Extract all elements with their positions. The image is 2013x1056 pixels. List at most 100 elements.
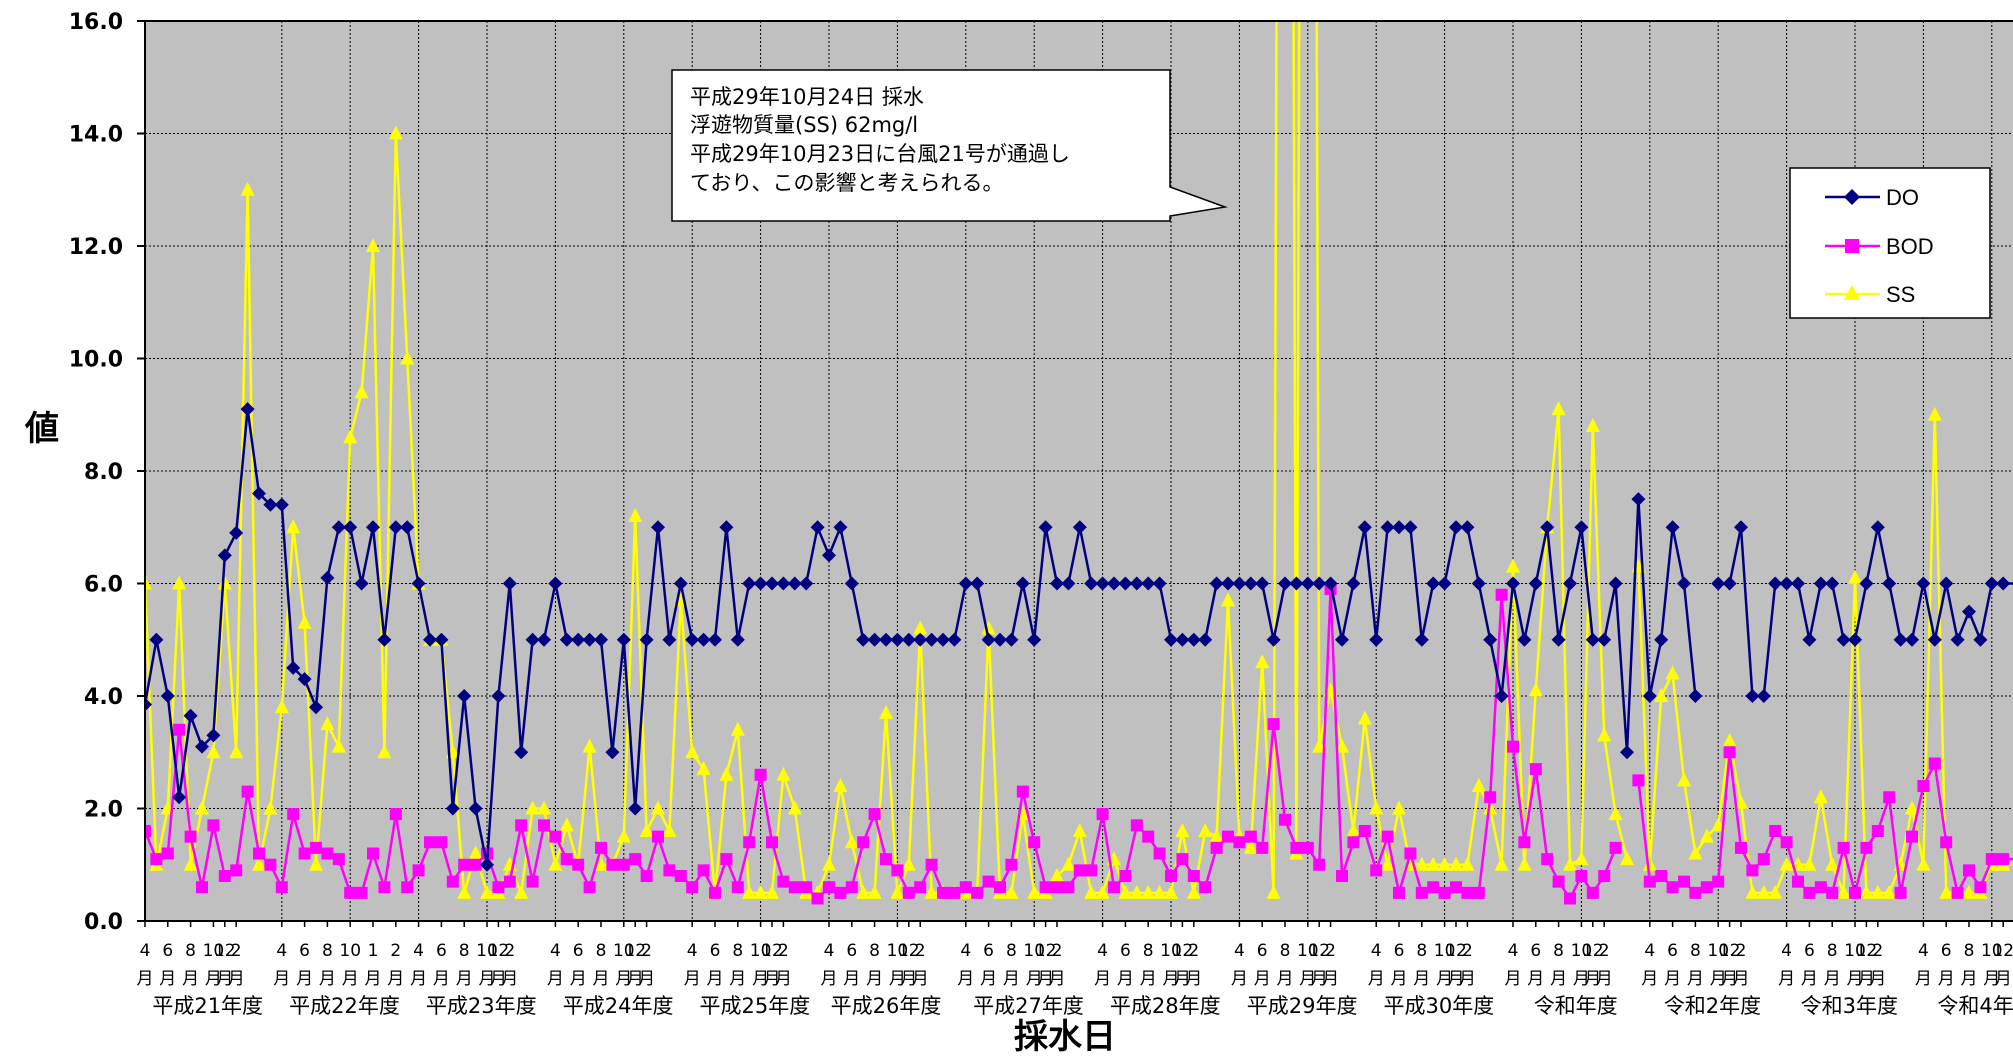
- data-point-bod: [971, 886, 984, 899]
- data-point-ss: [1528, 682, 1543, 697]
- x-tick-month-unit: 月: [273, 969, 290, 989]
- data-point-bod: [1997, 853, 2010, 866]
- x-tick-month: 6: [710, 941, 721, 961]
- x-tick-month: 10: [339, 941, 361, 961]
- x-tick-month-unit: 月: [1003, 969, 1020, 989]
- data-point-bod: [435, 836, 448, 849]
- data-point-do: [537, 632, 551, 647]
- fiscal-year-label: 平成29年度: [1247, 994, 1358, 1018]
- data-point-ss: [1027, 884, 1042, 899]
- x-tick-month-unit: 月: [1596, 969, 1613, 989]
- data-point-bod: [1301, 841, 1314, 854]
- data-point-ss: [206, 744, 221, 759]
- x-tick-month-unit: 月: [1049, 969, 1066, 989]
- data-point-do: [183, 708, 198, 723]
- data-point-do: [822, 548, 836, 563]
- data-point-do: [1722, 576, 1737, 591]
- x-tick-month-unit: 月: [866, 969, 883, 989]
- data-point-ss: [320, 716, 335, 731]
- data-point-do: [423, 632, 437, 647]
- data-point-bod: [526, 875, 539, 888]
- x-tick-month: 6: [1120, 941, 1131, 961]
- data-point-ss: [366, 238, 380, 252]
- data-point-bod: [606, 858, 619, 871]
- data-point-ss: [1768, 884, 1783, 899]
- data-point-do: [1950, 632, 1965, 647]
- data-point-do: [1186, 632, 1201, 647]
- data-point-bod: [1176, 853, 1189, 866]
- data-point-do: [1209, 576, 1224, 591]
- data-point-bod: [145, 825, 151, 837]
- data-point-bod: [1472, 886, 1485, 899]
- data-point-bod: [572, 858, 585, 871]
- data-point-ss: [1209, 828, 1224, 843]
- data-point-ss: [195, 800, 209, 815]
- data-point-ss: [1335, 738, 1349, 753]
- data-point-do: [1118, 576, 1133, 591]
- x-tick-month-unit: 月: [1413, 969, 1430, 989]
- x-tick-month: 4: [550, 941, 561, 961]
- data-point-bod: [1199, 881, 1212, 894]
- data-point-do: [206, 728, 221, 743]
- data-point-do: [970, 576, 985, 591]
- data-point-do: [1312, 576, 1327, 591]
- fiscal-year-label: 平成27年度: [973, 994, 1084, 1018]
- x-tick-month: 8: [1553, 941, 1564, 961]
- x-tick-month-unit: 月: [1254, 969, 1271, 989]
- data-point-do: [1540, 520, 1555, 535]
- data-point-bod: [321, 847, 334, 860]
- data-point-ss: [924, 884, 939, 899]
- x-tick-month-unit: 月: [707, 969, 724, 989]
- data-point-do: [1129, 576, 1144, 591]
- data-point-ss: [879, 704, 893, 719]
- data-point-do: [1164, 632, 1178, 647]
- data-point-do: [514, 745, 529, 760]
- data-point-bod: [1757, 853, 1770, 866]
- data-point-do: [673, 576, 688, 591]
- x-tick-month: 12: [488, 941, 510, 961]
- data-point-do: [1289, 576, 1304, 591]
- data-point-bod: [800, 881, 813, 894]
- data-point-bod: [1028, 836, 1041, 849]
- data-point-ss: [856, 884, 871, 899]
- data-point-do: [548, 576, 563, 591]
- data-point-ss: [1870, 884, 1885, 899]
- data-point-ss: [1061, 856, 1076, 871]
- x-tick-month-unit: 月: [1995, 969, 2012, 989]
- x-tick-month-unit: 月: [1391, 969, 1408, 989]
- y-tick-label: 4.0: [84, 685, 123, 710]
- x-tick-month-unit: 月: [1459, 969, 1476, 989]
- data-point-do: [1414, 632, 1429, 647]
- data-point-do: [343, 520, 358, 535]
- x-tick-month-unit: 月: [1163, 969, 1180, 989]
- x-tick-month: 4: [1918, 941, 1929, 961]
- data-point-do: [468, 801, 483, 816]
- data-point-bod: [378, 881, 391, 894]
- data-point-do: [559, 632, 574, 647]
- x-tick-month: 8: [869, 941, 880, 961]
- data-point-do: [297, 672, 312, 687]
- x-tick-month: 4: [1781, 941, 1792, 961]
- data-point-bod: [1438, 886, 1451, 899]
- data-point-do: [1300, 576, 1315, 591]
- x-tick-month-unit: 月: [1311, 969, 1328, 989]
- data-point-do: [879, 632, 893, 647]
- data-point-ss: [1882, 884, 1897, 899]
- data-point-bod: [982, 875, 995, 888]
- x-tick-month-unit: 月: [479, 969, 496, 989]
- data-point-do: [1893, 632, 1908, 647]
- data-point-do: [753, 576, 768, 591]
- data-point-do: [1984, 576, 1999, 591]
- data-point-ss: [867, 884, 882, 899]
- data-point-ss: [696, 761, 711, 776]
- data-point-ss: [787, 800, 802, 815]
- data-point-ss: [1802, 856, 1817, 871]
- data-point-ss: [1449, 856, 1463, 871]
- data-point-do: [149, 632, 164, 647]
- data-point-bod: [355, 886, 368, 899]
- data-point-bod: [845, 881, 858, 894]
- x-tick-month-unit: 月: [216, 969, 233, 989]
- data-point-bod: [720, 853, 733, 866]
- data-point-bod: [1552, 875, 1565, 888]
